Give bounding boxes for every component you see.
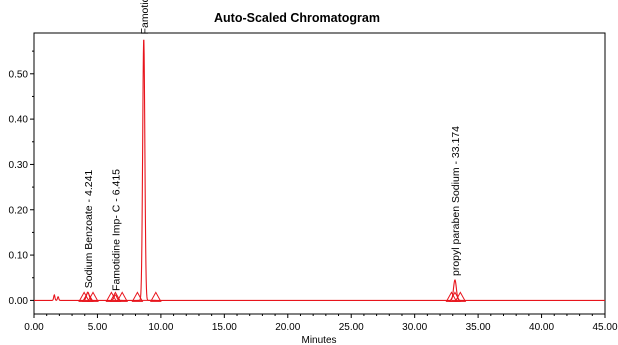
y-tick-label: 0.30 (9, 160, 29, 171)
x-tick-label: 5.00 (88, 322, 108, 333)
x-tick-label: 40.00 (529, 322, 554, 333)
y-tick-label: 0.40 (9, 115, 29, 126)
peak-label: Sodium Benzoate - 4.241 (83, 170, 95, 289)
y-tick-label: 0.20 (9, 205, 29, 216)
x-tick-label: 10.00 (148, 322, 173, 333)
integration-marker (449, 291, 461, 302)
integration-marker (116, 291, 129, 302)
x-tick-label: 15.00 (212, 322, 237, 333)
x-tick-label: 30.00 (402, 322, 427, 333)
integration-marker (109, 291, 122, 302)
x-tick-label: 35.00 (466, 322, 491, 333)
integration-marker (149, 291, 162, 302)
chromatogram-trace (34, 39, 605, 301)
chart-title: Auto-Scaled Chromatogram (214, 11, 380, 25)
peak-label: Famotidine - 8.650 (139, 0, 151, 34)
plot-frame (33, 32, 606, 315)
peak-label: Famotidine Imp- C - 6.415 (110, 169, 122, 291)
x-axis-label: Minutes (301, 335, 336, 345)
integration-marker (81, 291, 94, 302)
x-tick-label: 25.00 (339, 322, 364, 333)
x-tick-label: 0.00 (24, 322, 44, 333)
x-tick-label: 20.00 (275, 322, 300, 333)
y-tick-label: 0.50 (9, 69, 29, 80)
y-tick-label: 0.10 (9, 251, 29, 262)
y-tick-label: 0.00 (9, 296, 29, 307)
plot-area: 0.00 0.10 0.20 0.30 0.40 0.50 0.00 5.00 10.00 15.… (9, 0, 618, 333)
peak-label: propyl paraben Sodium - 33.174 (450, 126, 462, 276)
x-tick-label: 45.00 (592, 322, 617, 333)
integration-marker (131, 291, 144, 302)
